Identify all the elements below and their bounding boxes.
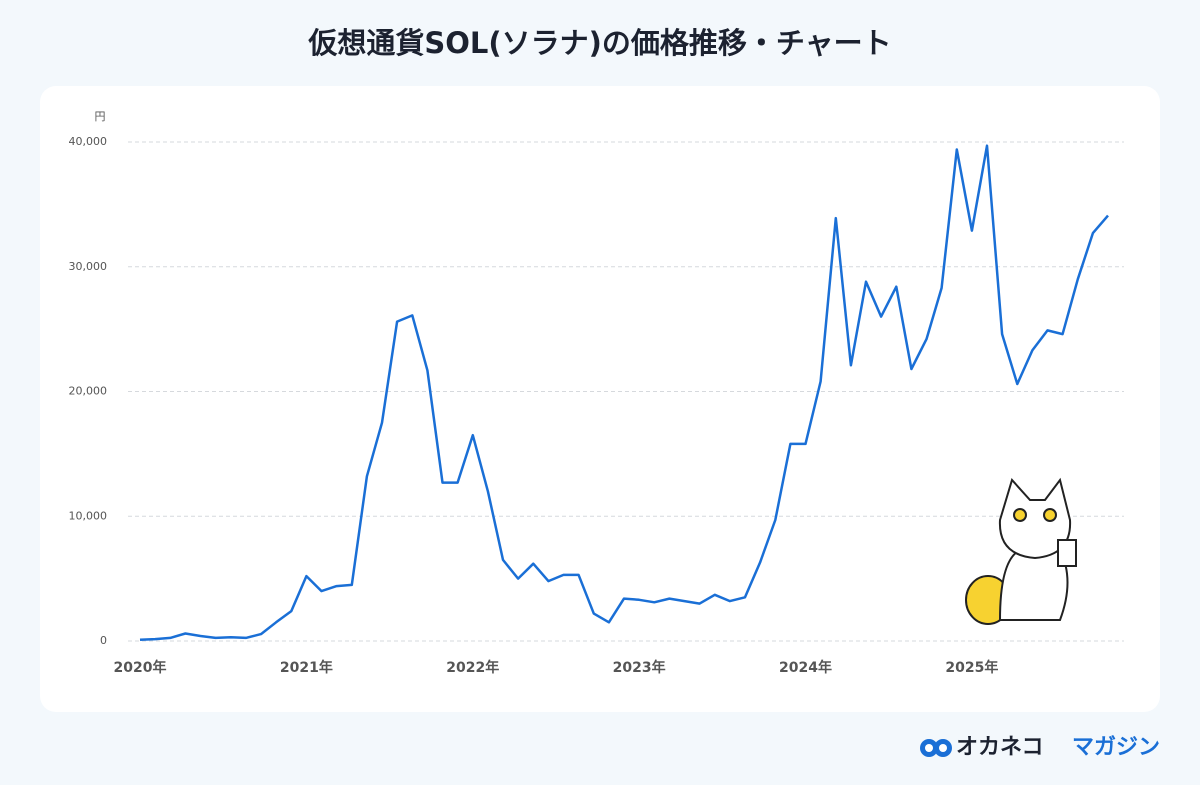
x-tick-label: 2025年: [945, 659, 998, 676]
y-tick-label: 10,000: [69, 509, 108, 522]
y-tick-label: 0: [100, 634, 107, 647]
cat-eye: [1013, 508, 1027, 522]
x-tick-label: 2023年: [613, 659, 666, 676]
x-tick-label: 2024年: [779, 659, 832, 676]
x-tick-label: 2020年: [114, 659, 167, 676]
cat-head: [998, 477, 1072, 560]
brand-logo: オカネコ マガジン: [920, 735, 1160, 760]
memo-pad: [1057, 539, 1077, 567]
x-tick-label: 2021年: [280, 659, 333, 676]
x-tick-label: 2022年: [446, 659, 499, 676]
brand-name: オカネコ: [956, 735, 1044, 760]
chart-title: 仮想通貨SOL(ソラナ)の価格推移・チャート: [307, 26, 891, 60]
y-tick-label: 20,000: [69, 385, 108, 398]
brand-sub: マガジン: [1072, 735, 1160, 760]
y-unit: 円: [95, 110, 106, 123]
illustration: [965, 477, 1077, 625]
cat-eye: [1043, 508, 1057, 522]
line-series: [139, 144, 1109, 642]
y-tick-label: 40,000: [69, 135, 108, 148]
y-tick-label: 30,000: [69, 260, 108, 273]
chart-card: [40, 86, 1160, 712]
logo-icon: [925, 744, 933, 752]
logo-icon: [939, 744, 947, 752]
